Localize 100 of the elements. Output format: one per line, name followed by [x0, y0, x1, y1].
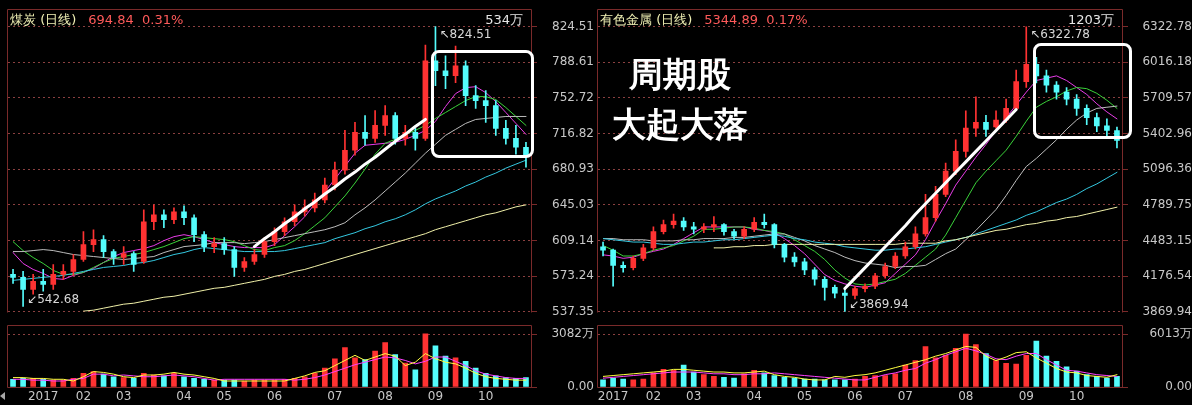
y-tick-label: 680.93 — [552, 161, 594, 176]
bar — [721, 376, 727, 387]
bar — [362, 359, 368, 387]
y-tick-label: 0.00 — [1165, 379, 1192, 394]
bar — [993, 360, 999, 387]
x-tick-label: 08 — [377, 389, 393, 404]
bar — [1104, 377, 1110, 387]
x-tick-label: 02 — [645, 389, 662, 404]
annotation: 1203万 — [1067, 11, 1114, 27]
chart-subtitle: 5344.89 0.17% — [704, 11, 808, 27]
x-tick-label: 02 — [75, 389, 92, 404]
candlestick — [842, 288, 848, 312]
y-tick-label: 3869.94 — [1142, 303, 1192, 318]
annotation: 周期股 — [628, 54, 731, 95]
x-tick-label: 2017 — [597, 389, 629, 404]
bar — [110, 376, 117, 387]
candlestick — [211, 237, 218, 253]
bar — [1023, 354, 1030, 387]
bar — [1093, 376, 1100, 387]
bar — [402, 362, 409, 387]
y-tick-label: 573.24 — [552, 268, 594, 283]
bar — [382, 342, 388, 387]
x-tick-label: 08 — [958, 389, 974, 404]
bar — [700, 374, 707, 387]
bar — [161, 375, 167, 387]
chart-title: 煤炭 (日线) — [10, 11, 77, 27]
bar — [983, 353, 989, 387]
bar — [191, 378, 197, 387]
annotation: ↖824.51 — [439, 26, 492, 41]
bar — [181, 376, 187, 387]
bar — [831, 379, 838, 387]
y-tick-label: 6322.78 — [1142, 18, 1192, 33]
y-tick-label: 5402.96 — [1142, 125, 1192, 140]
bar — [600, 379, 606, 387]
candlestick — [60, 264, 67, 280]
candlestick — [472, 85, 479, 109]
bar — [10, 378, 16, 387]
bar — [352, 357, 358, 387]
candlestick — [362, 115, 368, 146]
x-tick-label: 04 — [746, 389, 762, 404]
x-tick-label: 07 — [327, 389, 343, 404]
y-tick-label: 752.72 — [552, 90, 594, 105]
x-tick-label: 06 — [847, 389, 863, 404]
x-tick-label: 05 — [796, 389, 813, 404]
annotation: ↙542.68 — [27, 291, 80, 306]
annotation: 大起大落 — [612, 104, 748, 145]
bar — [120, 377, 127, 387]
candlestick — [711, 216, 717, 232]
y-tick-label: 4789.75 — [1142, 197, 1192, 212]
bar — [973, 344, 979, 387]
bar — [1003, 362, 1009, 387]
y-tick-label: 3082万 — [551, 326, 594, 341]
bar — [610, 377, 616, 387]
annotation: ↙3869.94 — [848, 296, 909, 311]
bar — [962, 333, 969, 387]
y-tick-label: 788.61 — [552, 54, 594, 69]
bar — [372, 350, 378, 387]
bar — [342, 347, 348, 387]
y-tick-label: 716.82 — [552, 125, 594, 140]
bar — [882, 375, 889, 387]
chart-title: 有色金属 (日线) — [600, 11, 693, 27]
x-tick-label: 10 — [478, 389, 494, 404]
x-tick-label: 10 — [1069, 389, 1085, 404]
bar — [332, 358, 338, 387]
bar — [690, 371, 697, 387]
x-tick-label: 05 — [216, 389, 232, 404]
annotation: 534万 — [485, 11, 523, 27]
x-tick-label: 2017 — [27, 389, 59, 404]
bar — [731, 377, 737, 387]
y-tick-label: 537.35 — [552, 303, 594, 318]
bar — [892, 373, 899, 387]
y-tick-label: 6013万 — [1149, 326, 1192, 341]
x-tick-label: 06 — [266, 389, 283, 404]
y-tick-label: 645.03 — [552, 196, 594, 211]
x-tick-label: 04 — [176, 389, 192, 404]
bar — [842, 379, 848, 387]
y-tick-label: 4483.15 — [1142, 232, 1192, 247]
x-tick-label: 03 — [116, 389, 132, 404]
bar — [630, 379, 637, 387]
bar — [1013, 363, 1020, 387]
chart-subtitle: 694.84 0.31% — [88, 11, 184, 27]
bar — [1083, 374, 1090, 387]
y-tick-label: 6016.18 — [1142, 54, 1192, 69]
y-tick-label: 5709.57 — [1142, 90, 1192, 105]
candlestick — [40, 269, 47, 292]
candlestick — [482, 90, 489, 123]
y-tick-label: 824.51 — [552, 18, 594, 33]
bar — [392, 354, 399, 387]
bar — [711, 376, 717, 387]
bar — [130, 378, 137, 387]
candlestick — [973, 96, 979, 137]
bar — [620, 378, 627, 387]
candlestick — [690, 221, 697, 235]
bar — [201, 378, 207, 387]
x-tick-label: 03 — [686, 389, 702, 404]
candlestick — [10, 269, 16, 284]
bar — [1114, 376, 1120, 387]
x-tick-label: 09 — [1018, 389, 1034, 404]
y-tick-label: 609.14 — [552, 232, 594, 247]
candlestick — [761, 213, 768, 229]
